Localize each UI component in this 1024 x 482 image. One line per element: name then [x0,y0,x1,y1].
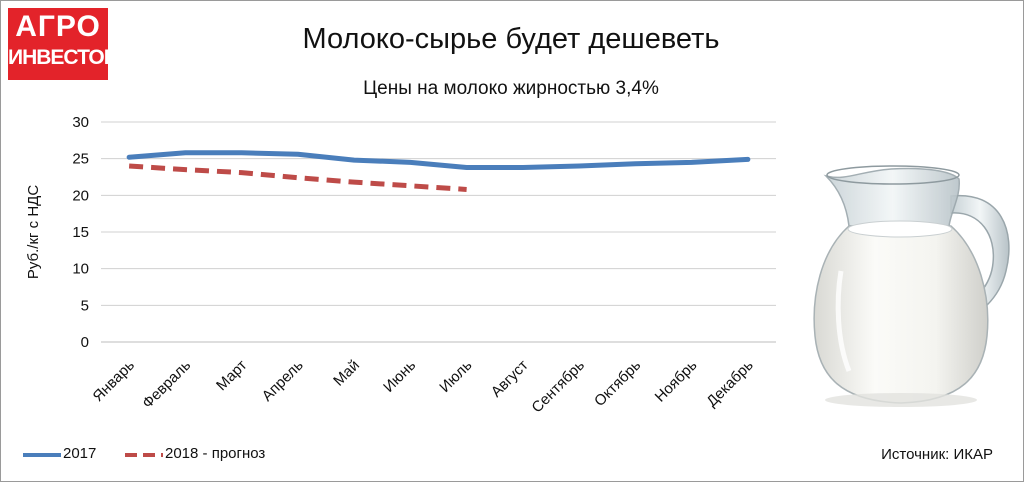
agroinvestor-logo: АГРО ИНВЕСТОР [8,8,118,80]
x-tick-label: Май [330,357,363,390]
series-line-2017 [126,150,751,170]
x-tick-label: Февраль [139,357,194,412]
y-axis: 0 5 10 15 20 25 30 [72,114,89,351]
x-axis: Январь Февраль Март Апрель Май Июнь Июль Август… [90,341,776,417]
legend-swatch-2018-forecast [125,453,163,457]
source-note: Источник: ИКАР [881,446,993,463]
milk-jug-image [813,165,1010,407]
legend-label-2018-forecast: 2018 - прогноз [165,445,266,462]
x-tick-label: Январь [90,357,139,406]
y-tick-label: 20 [72,187,89,204]
page-title: Молоко-сырье будет дешеветь [302,23,720,55]
x-tick-label: Апрель [259,357,307,405]
y-tick-label: 25 [72,151,89,168]
logo-line-1: АГРО [15,10,101,43]
logo-line-2: ИНВЕСТОР [8,46,118,69]
x-tick-label: Июль [436,357,475,396]
price-line-chart: 0 5 10 15 20 25 30 Январь Февраль Март Апрель Май И… [25,114,776,417]
chart-subtitle: Цены на молоко жирностью 3,4% [363,78,659,99]
x-tick-label: Сентябрь [528,357,588,417]
x-tick-label: Август [488,357,532,401]
x-tick-label: Март [213,357,250,394]
y-axis-label: Руб./кг с НДС [25,185,42,279]
y-tick-label: 30 [72,114,89,131]
y-tick-label: 0 [81,334,89,351]
y-tick-label: 15 [72,224,89,241]
y-tick-label: 10 [72,261,89,278]
legend-label-2017: 2017 [63,445,97,462]
x-tick-label: Октябрь [591,357,644,410]
legend-swatch-2017 [23,453,61,457]
x-tick-label: Июнь [380,357,419,396]
x-tick-label: Ноябрь [652,357,701,406]
x-tick-label: Декабрь [703,357,757,411]
y-tick-label: 5 [81,297,89,314]
series-group [126,150,751,192]
